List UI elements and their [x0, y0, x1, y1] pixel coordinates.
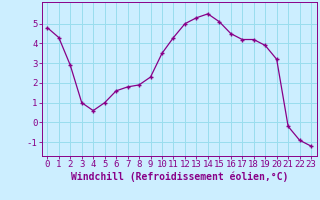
X-axis label: Windchill (Refroidissement éolien,°C): Windchill (Refroidissement éolien,°C): [70, 172, 288, 182]
